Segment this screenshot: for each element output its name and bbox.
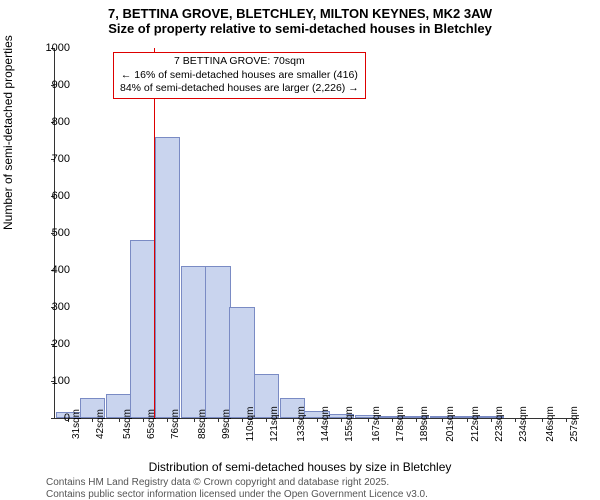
x-tick	[242, 418, 243, 422]
x-tick	[119, 418, 120, 422]
x-tick	[143, 418, 144, 422]
x-tick	[491, 418, 492, 422]
y-tick-label: 500	[30, 227, 70, 239]
info-line-1: 7 BETTINA GROVE: 70sqm	[120, 55, 359, 69]
x-tick-label: 155sqm	[344, 406, 355, 442]
x-tick-label: 31sqm	[71, 409, 82, 439]
x-tick	[515, 418, 516, 422]
x-tick	[392, 418, 393, 422]
x-tick	[167, 418, 168, 422]
x-axis-label: Distribution of semi-detached houses by …	[0, 460, 600, 474]
histogram-bar	[181, 266, 206, 418]
info-box: 7 BETTINA GROVE: 70sqm ← 16% of semi-det…	[113, 52, 366, 99]
x-tick-label: 65sqm	[146, 409, 157, 439]
y-tick-label: 100	[30, 375, 70, 387]
y-axis-label: Number of semi-detached properties	[1, 35, 15, 230]
plot-area: 7 BETTINA GROVE: 70sqm ← 16% of semi-det…	[54, 48, 579, 419]
x-tick-label: 189sqm	[419, 406, 430, 442]
marker-line	[154, 48, 155, 418]
x-tick-label: 121sqm	[269, 406, 280, 442]
x-tick	[266, 418, 267, 422]
x-tick-label: 257sqm	[569, 406, 580, 442]
x-tick-label: 178sqm	[395, 406, 406, 442]
x-tick-label: 110sqm	[245, 407, 256, 442]
x-tick-label: 99sqm	[221, 409, 232, 439]
x-tick	[92, 418, 93, 422]
x-tick-label: 246sqm	[545, 406, 556, 442]
x-tick-label: 212sqm	[470, 406, 481, 442]
x-tick	[467, 418, 468, 422]
y-tick-label: 900	[30, 79, 70, 91]
x-tick-label: 42sqm	[95, 409, 106, 439]
x-tick-label: 234sqm	[518, 406, 529, 442]
y-tick-label: 700	[30, 153, 70, 165]
y-tick-label: 0	[30, 412, 70, 424]
chart-container: 7, BETTINA GROVE, BLETCHLEY, MILTON KEYN…	[0, 0, 600, 500]
histogram-bar	[130, 240, 155, 418]
histogram-bar	[155, 137, 180, 418]
x-tick-label: 144sqm	[320, 406, 331, 442]
x-tick	[317, 418, 318, 422]
histogram-bar	[229, 307, 254, 418]
x-tick	[341, 418, 342, 422]
title-sub: Size of property relative to semi-detach…	[0, 21, 600, 40]
info-line-2: ← 16% of semi-detached houses are smalle…	[120, 69, 359, 83]
y-tick-label: 800	[30, 116, 70, 128]
x-tick-label: 223sqm	[494, 406, 505, 442]
x-tick	[194, 418, 195, 422]
histogram-bar	[205, 266, 230, 418]
footer-1: Contains HM Land Registry data © Crown c…	[46, 477, 389, 488]
x-tick	[442, 418, 443, 422]
y-tick-label: 600	[30, 190, 70, 202]
y-tick-label: 300	[30, 301, 70, 313]
x-tick-label: 201sqm	[445, 406, 456, 442]
x-tick-label: 167sqm	[371, 406, 382, 442]
y-tick-label: 1000	[30, 42, 70, 54]
x-tick	[566, 418, 567, 422]
info-line-3: 84% of semi-detached houses are larger (…	[120, 82, 359, 96]
y-tick-label: 400	[30, 264, 70, 276]
x-tick	[218, 418, 219, 422]
x-tick	[368, 418, 369, 422]
footer-2: Contains public sector information licen…	[46, 489, 428, 500]
x-tick-label: 88sqm	[197, 409, 208, 439]
x-tick-label: 76sqm	[170, 409, 181, 439]
x-tick-label: 133sqm	[296, 406, 307, 442]
x-tick	[542, 418, 543, 422]
y-tick-label: 200	[30, 338, 70, 350]
x-tick	[293, 418, 294, 422]
x-tick	[416, 418, 417, 422]
x-tick-label: 54sqm	[122, 409, 133, 439]
title-main: 7, BETTINA GROVE, BLETCHLEY, MILTON KEYN…	[0, 0, 600, 21]
